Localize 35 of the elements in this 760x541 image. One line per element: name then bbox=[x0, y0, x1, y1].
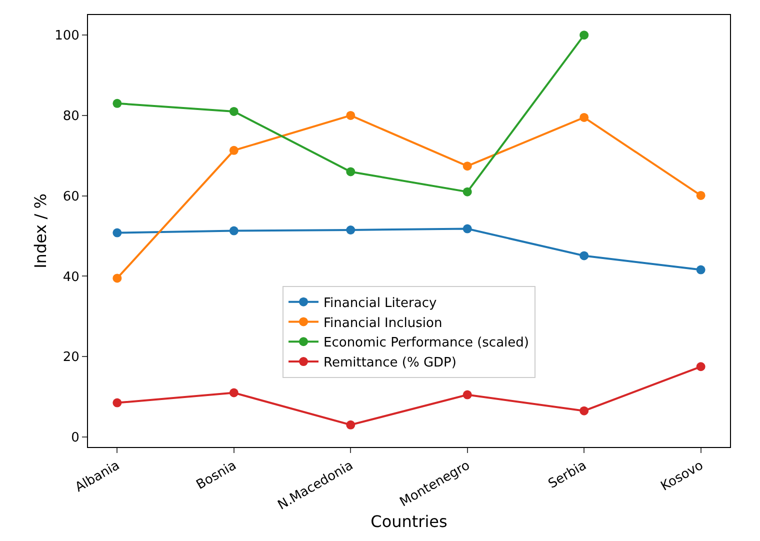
point bbox=[346, 167, 356, 176]
y-tick-label: 20 bbox=[62, 350, 80, 366]
point bbox=[229, 388, 238, 398]
point bbox=[580, 406, 589, 416]
y-axis-title: Index / % bbox=[31, 194, 50, 268]
point bbox=[112, 228, 122, 238]
point bbox=[462, 187, 472, 196]
point bbox=[462, 390, 472, 400]
point bbox=[580, 30, 589, 40]
y-tick-label: 60 bbox=[62, 189, 80, 204]
y-tick-label: 40 bbox=[62, 270, 80, 285]
point bbox=[112, 274, 122, 283]
point bbox=[696, 362, 706, 372]
point bbox=[112, 398, 122, 408]
legend-label: Financial Literacy bbox=[324, 296, 437, 311]
legend-label: Remittance (% GDP) bbox=[324, 356, 456, 371]
y-tick-label: 80 bbox=[62, 109, 80, 124]
point bbox=[580, 112, 589, 122]
point bbox=[696, 190, 706, 200]
point bbox=[112, 98, 122, 108]
y-tick-label: 100 bbox=[54, 28, 80, 44]
point bbox=[229, 146, 238, 155]
point bbox=[229, 226, 238, 236]
point bbox=[462, 224, 472, 234]
point bbox=[229, 106, 238, 116]
point bbox=[346, 420, 356, 430]
point bbox=[346, 226, 356, 234]
y-tick-label: 0 bbox=[71, 430, 80, 446]
legend-label: Economic Performance (scaled) bbox=[324, 336, 529, 351]
point bbox=[462, 162, 472, 171]
point bbox=[580, 251, 589, 260]
point bbox=[696, 265, 706, 274]
legend-label: Financial Inclusion bbox=[324, 316, 442, 331]
x-axis-title: Countries bbox=[370, 512, 448, 532]
point bbox=[346, 110, 356, 120]
